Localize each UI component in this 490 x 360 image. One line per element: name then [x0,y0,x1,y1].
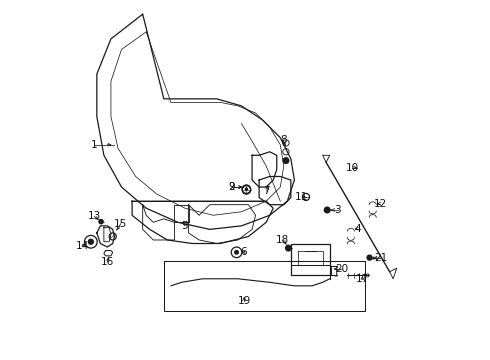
Text: 9: 9 [228,182,235,192]
Text: 21: 21 [374,253,388,262]
Text: 4: 4 [355,224,361,234]
Text: 16: 16 [101,257,114,267]
Text: 15: 15 [114,219,127,229]
Circle shape [98,219,104,224]
Bar [291,243,330,275]
Bar [164,261,365,311]
Text: 3: 3 [335,205,341,215]
Circle shape [234,250,239,255]
Text: 5: 5 [181,221,188,231]
Text: 20: 20 [336,264,348,274]
Text: 12: 12 [374,199,387,209]
Circle shape [367,255,373,261]
Circle shape [88,239,94,245]
Circle shape [282,157,290,164]
Text: 8: 8 [280,135,287,145]
Text: 17: 17 [356,274,369,284]
Text: 1: 1 [91,140,98,150]
Text: 10: 10 [345,163,359,173]
Text: 14: 14 [76,241,89,251]
Text: 6: 6 [241,247,247,257]
Text: 7: 7 [264,186,270,196]
Circle shape [324,207,331,213]
Circle shape [285,244,292,252]
Text: 2: 2 [229,182,235,192]
Text: 19: 19 [237,296,250,306]
Text: 13: 13 [88,211,101,221]
Text: 11: 11 [295,192,308,202]
Circle shape [245,188,248,191]
Text: 18: 18 [276,235,289,245]
